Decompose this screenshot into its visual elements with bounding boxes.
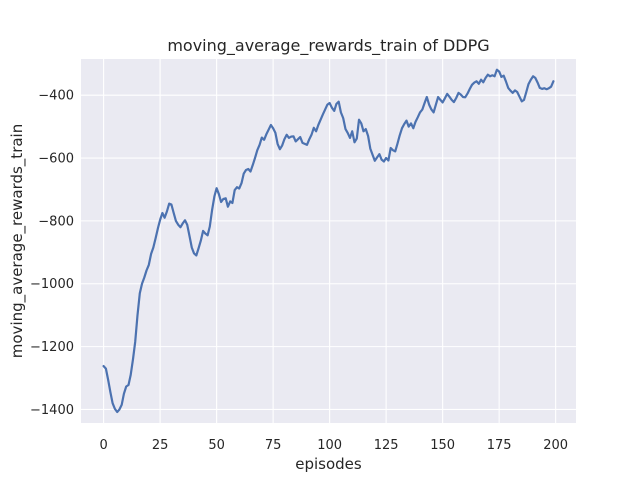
x-tick-label: 125	[374, 438, 399, 453]
y-tick-label: −400	[38, 89, 74, 104]
x-tick-label: 50	[208, 438, 225, 453]
x-tick-label: 175	[487, 438, 512, 453]
x-tick-label: 100	[317, 438, 342, 453]
y-tick-label: −1400	[30, 403, 74, 418]
y-tick-label: −800	[38, 214, 74, 229]
chart-title: moving_average_rewards_train of DDPG	[167, 36, 490, 55]
x-axis-label: episodes	[295, 455, 362, 473]
y-tick-label: −1000	[30, 277, 74, 292]
data-series-line	[102, 68, 555, 414]
y-tick-label: −1200	[30, 340, 74, 355]
x-tick-label: 0	[99, 438, 107, 453]
x-tick-label: 75	[265, 438, 282, 453]
x-tick-label: 25	[152, 438, 169, 453]
plot-area	[81, 59, 576, 423]
y-axis-label: moving_average_rewards_train	[8, 123, 26, 359]
x-tick-label: 150	[430, 438, 455, 453]
x-tick-label: 200	[543, 438, 568, 453]
y-tick-label: −600	[38, 152, 74, 167]
